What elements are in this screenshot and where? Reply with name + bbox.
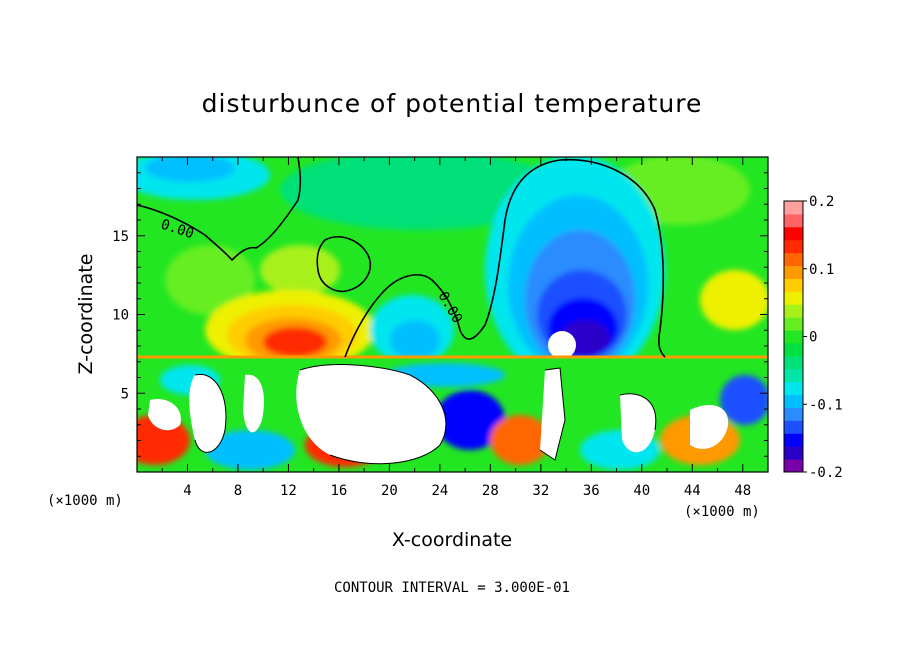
colorbar-swatch (784, 239, 803, 254)
colorbar-label: 0.1 (809, 262, 834, 278)
colorbar-swatch (784, 226, 803, 241)
x-tick-label: 16 (330, 483, 347, 499)
colorbar-swatch (784, 381, 803, 396)
colorbar-swatch (784, 368, 803, 383)
colorbar-swatch (784, 252, 803, 267)
y-tick-label: 5 (121, 386, 129, 402)
colorbar-swatch (784, 342, 803, 357)
x-tick-label: 28 (482, 483, 499, 499)
colorbar-label: 0.2 (809, 194, 834, 210)
x-tick-label: 48 (734, 483, 751, 499)
colorbar-swatch (784, 433, 803, 447)
colorbar-swatch (784, 304, 803, 318)
colorbar-swatch (784, 291, 803, 305)
colorbar-swatch (784, 407, 803, 421)
x-tick-label: 36 (583, 483, 600, 499)
colorbar-swatch (784, 355, 803, 370)
x-axis-ticks: 4 8 12 16 20 24 28 32 36 40 44 48 (161, 157, 751, 499)
colorbar-swatch (784, 213, 803, 228)
y-axis-ticks: 5 10 15 (112, 172, 768, 457)
contour-interval-note: CONTOUR INTERVAL = 3.000E-01 (334, 580, 570, 596)
colorbar-label: -0.1 (809, 397, 843, 413)
colorbar-swatch (784, 317, 803, 331)
x-tick-label: 24 (431, 483, 448, 499)
lower-layer (137, 355, 768, 472)
chart-title: disturbunce of potential temperature (202, 89, 703, 118)
x-tick-label: 20 (381, 483, 398, 499)
x-tick-label: 8 (234, 483, 242, 499)
colorbar-swatch (784, 420, 803, 434)
x-axis-label: X-coordinate (392, 529, 512, 551)
colorbar-swatch (784, 459, 803, 473)
colorbar-swatch (784, 394, 803, 408)
plot-area (137, 157, 768, 472)
y-tick-label: 15 (112, 229, 129, 245)
cold-core (548, 331, 576, 359)
x-tick-label: 4 (183, 483, 191, 499)
colorbar: 0.2 0.1 0 -0.1 -0.2 (783, 194, 843, 481)
x-tick-label: 12 (280, 483, 297, 499)
colorbar-swatch (784, 330, 803, 344)
lower-contours (194, 364, 657, 465)
upper-field (137, 157, 768, 385)
colorbar-label: 0 (809, 330, 817, 346)
y-unit-label: (×1000 m) (47, 493, 123, 509)
x-unit-label: (×1000 m) (684, 504, 760, 520)
y-tick-label: 10 (112, 308, 129, 324)
colorbar-swatch (784, 201, 803, 215)
colorbar-swatch (784, 278, 803, 292)
y-axis-label: Z-coordinate (75, 254, 97, 375)
contour-lines (137, 157, 666, 358)
colorbar-swatch (784, 446, 803, 460)
x-tick-label: 32 (532, 483, 549, 499)
colorbar-swatch (784, 265, 803, 279)
x-tick-label: 40 (633, 483, 650, 499)
x-tick-label: 44 (684, 483, 701, 499)
colorbar-label: -0.2 (809, 465, 843, 481)
